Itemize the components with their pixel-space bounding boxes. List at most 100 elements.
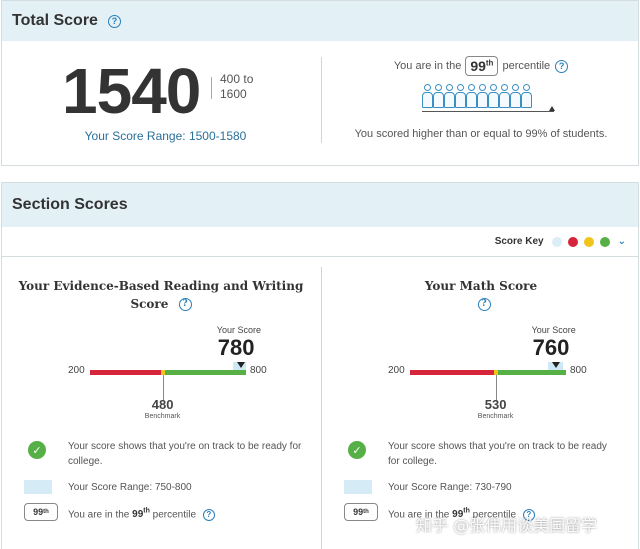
section-score-title-line1: Your Evidence-Based Reading and Writing (18, 279, 304, 293)
benchmark-label: Benchmark (477, 413, 514, 420)
score-range-swatch (344, 480, 372, 494)
section-percentile-help-icon[interactable]: ? (522, 508, 535, 521)
scale-segment-yellow (160, 370, 165, 375)
scale-segment-green (497, 370, 566, 375)
section-score-help-icon[interactable]: ? (477, 298, 491, 311)
your-score-value: 780 (217, 335, 255, 360)
person-icon (510, 84, 521, 108)
benchmark-value: 480 (151, 397, 174, 412)
total-score-range: Your Score Range: 1500-1580 (84, 129, 247, 143)
person-icon (477, 84, 488, 108)
check-icon: ✓ (348, 441, 366, 459)
score-scale-divider (211, 77, 212, 99)
college-ready-line1: Your score shows that you're on track to… (388, 441, 607, 452)
section-score-title: Your Evidence-Based Reading and Writing … (2, 277, 320, 313)
percentile-badge-sup: th (485, 58, 494, 68)
college-ready-line2: for college. (388, 456, 437, 467)
section-score-title-line2: Score (130, 297, 169, 311)
person-icon (499, 84, 510, 108)
section-percentile-prefix: You are in the (388, 509, 450, 521)
percentile-people-icons (422, 84, 532, 108)
college-ready-text: Your score shows that you're on track to… (388, 439, 607, 469)
benchmark-value: 530 (484, 397, 507, 412)
percentile-help-icon[interactable]: ? (555, 59, 569, 73)
scale-segment-yellow (493, 370, 498, 375)
score-range-swatch (24, 480, 52, 494)
benchmark-line (162, 375, 164, 401)
section-percentile-sup: th (143, 508, 150, 515)
section-percentile-badge-sup: th (43, 509, 49, 515)
scale-segment-green (164, 370, 246, 375)
total-score-header: Total Score ? (2, 1, 638, 41)
section-percentile-sup: th (463, 508, 470, 515)
person-icon (455, 84, 466, 108)
person-icon (422, 84, 433, 108)
section-percentile-word: percentile (152, 509, 197, 521)
scale-max-label: 800 (570, 365, 587, 376)
college-ready-line2: college. (68, 456, 103, 467)
score-key-dot-range (551, 236, 562, 247)
score-marker-icon (236, 362, 245, 368)
your-score-label: Your Score (531, 325, 576, 335)
total-score-value: 1540 (62, 55, 201, 127)
section-scores-title: Section Scores (12, 196, 128, 213)
percentile-badge: 99th (465, 56, 499, 76)
section-score-title-line1: Your Math Score (424, 279, 538, 293)
score-scale-text: 400 to 1600 (220, 72, 253, 102)
section-percentile-value: 99 (132, 509, 144, 521)
scale-segment-red (410, 370, 494, 375)
total-card-divider (321, 57, 322, 143)
section-percentile-badge-value: 99 (353, 507, 364, 517)
person-icon (488, 84, 499, 108)
total-score-card: Total Score ? 1540 400 to 1600 Your Scor… (1, 0, 639, 166)
percentile-caption: You scored higher than or equal to 99% o… (354, 128, 608, 140)
section-scores-card: Section Scores Score Key ⌄ Your Evidence… (1, 182, 639, 549)
percentile-word: percentile (502, 60, 551, 72)
percentile-prefix: You are in the (393, 60, 462, 72)
person-icon (466, 84, 477, 108)
score-scale-line1: 400 to (220, 72, 254, 86)
check-icon: ✓ (28, 441, 46, 459)
score-key-dot-red (567, 236, 578, 247)
ebrw-score-column: Your Evidence-Based Reading and Writing … (2, 259, 320, 549)
percentile-axis (422, 111, 554, 112)
score-key-dot-yellow (583, 236, 594, 247)
section-score-range: Your Score Range: 730-790 (388, 482, 512, 493)
person-icon (444, 84, 455, 108)
score-key[interactable]: Score Key ⌄ (2, 227, 638, 257)
score-scale-line2: 1600 (220, 87, 247, 101)
section-percentile-prefix: You are in the (68, 509, 130, 521)
section-score-title: Your Math Score ? (322, 277, 640, 313)
benchmark-line (495, 375, 497, 401)
total-score-help-icon[interactable]: ? (107, 14, 121, 28)
section-percentile-badge-sup: th (363, 509, 369, 515)
section-percentile-help-icon[interactable]: ? (202, 508, 215, 521)
your-score-label: Your Score (216, 325, 261, 335)
math-score-column: Your Math Score ? Your Score 760 200 800… (322, 259, 640, 549)
total-score-body: 1540 400 to 1600 Your Score Range: 1500-… (2, 41, 638, 165)
scale-segment-red (90, 370, 161, 375)
chevron-down-icon[interactable]: ⌄ (617, 236, 626, 247)
section-percentile-text: You are in the 99th percentile ? (68, 504, 215, 522)
college-ready-line1: Your score shows that you're on track to… (68, 441, 302, 452)
total-score-title: Total Score (12, 12, 98, 29)
watermark: 知乎 @张伟用谈美国留学 (416, 516, 598, 535)
section-percentile-text: You are in the 99th percentile ? (388, 504, 535, 522)
section-score-help-icon[interactable]: ? (178, 298, 192, 311)
score-marker-icon (551, 362, 560, 368)
section-scores-header: Section Scores (2, 183, 638, 227)
your-score-value: 760 (532, 335, 570, 360)
section-percentile-word: percentile (472, 509, 517, 521)
percentile-line: You are in the 99th percentile ? (322, 56, 640, 76)
scale-min-label: 200 (68, 365, 85, 376)
section-percentile-badge-value: 99 (33, 507, 44, 517)
benchmark-label: Benchmark (144, 413, 181, 420)
score-scale-bar (410, 370, 566, 375)
percentile-marker-icon (549, 106, 555, 111)
scale-max-label: 800 (250, 365, 267, 376)
score-key-label: Score Key (494, 236, 544, 247)
section-percentile-value: 99 (452, 509, 464, 521)
score-scale-bar (90, 370, 246, 375)
